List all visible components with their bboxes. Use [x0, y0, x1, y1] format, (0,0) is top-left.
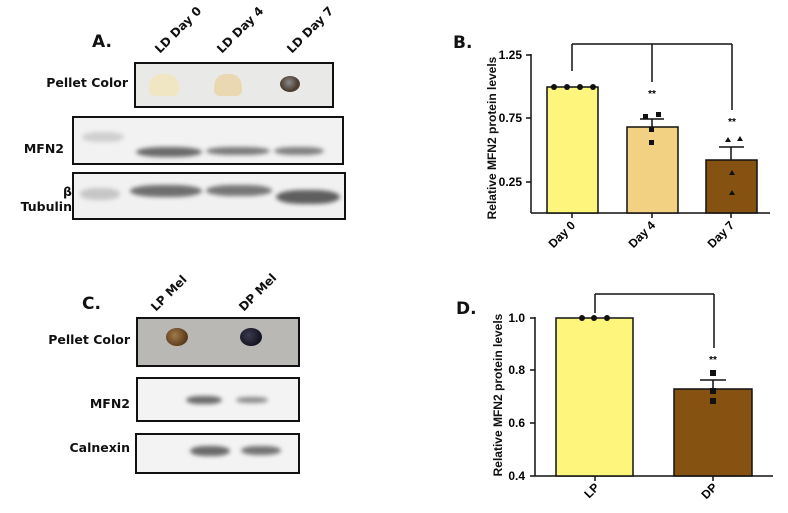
significance-dp: **	[709, 355, 717, 366]
panel-d-letter: D.	[456, 299, 477, 319]
bar-chart-d: Relative MFN2 protein levels 1.0 0.8 0.6…	[491, 293, 773, 502]
y-tick-0.8: 0.8	[508, 363, 525, 377]
bar-day-7	[705, 159, 758, 214]
row-label-pellet-color: Pellet Color	[46, 75, 128, 90]
panel-a-letter: A.	[92, 32, 112, 52]
y-tick-0.4: 0.4	[508, 469, 525, 483]
panel-c-letter: C.	[82, 294, 101, 314]
x-label-day-0: Day 0	[546, 218, 579, 251]
western-blot-calnexin	[135, 433, 300, 474]
row-label-mfn2-a: MFN2	[23, 141, 64, 156]
x-label-day-7: Day 7	[705, 218, 738, 251]
lane-label-ld-day-4: LD Day 4	[214, 3, 267, 57]
y-tick-0.6: 0.6	[508, 416, 525, 430]
bar-chart-b: Relative MFN2 protein levels 1.25 0.75 0…	[485, 43, 770, 251]
lane-label-ld-day-7: LD Day 7	[284, 3, 337, 57]
bar-day-0	[546, 86, 599, 214]
y-tick-0.25: 0.25	[499, 175, 523, 189]
panel-b-letter: B.	[453, 33, 473, 53]
western-blot-beta-tubulin	[72, 172, 346, 220]
pellet-dp-mel	[240, 328, 262, 346]
bar-day-4	[626, 126, 679, 214]
pellet-lp-mel	[166, 328, 188, 346]
lane-label-ld-day-0: LD Day 0	[152, 3, 205, 57]
pellet-ld-day-7	[280, 76, 300, 92]
x-label-lp: LP	[581, 480, 602, 501]
western-blot-mfn2-a	[72, 116, 344, 165]
significance-day-4: **	[648, 89, 656, 100]
western-blot-mfn2-c	[136, 377, 300, 422]
pellet-image-c	[136, 317, 300, 367]
x-label-day-4: Day 4	[626, 218, 659, 251]
row-label-mfn2-c: MFN2	[89, 396, 130, 411]
y-axis-label-b: Relative MFN2 protein levels	[485, 56, 499, 219]
pellet-ld-day-4	[214, 74, 242, 96]
lane-label-dp-mel: DP Mel	[236, 270, 280, 314]
pellet-image-a	[134, 62, 334, 108]
y-tick-1.0: 1.0	[508, 311, 525, 325]
bar-lp	[555, 317, 634, 477]
row-label-pellet-color-c: Pellet Color	[48, 332, 130, 347]
pellet-ld-day-0	[149, 74, 179, 96]
x-label-dp: DP	[698, 480, 720, 502]
y-axis-label-d: Relative MFN2 protein levels	[491, 313, 505, 476]
y-tick-1.25: 1.25	[499, 48, 523, 62]
row-label-beta-tubulin: β Tubulin	[20, 184, 72, 214]
lane-label-lp-mel: LP Mel	[148, 272, 190, 314]
y-tick-0.75: 0.75	[499, 111, 523, 125]
significance-day-7: **	[728, 117, 736, 128]
row-label-calnexin: Calnexin	[69, 440, 130, 455]
